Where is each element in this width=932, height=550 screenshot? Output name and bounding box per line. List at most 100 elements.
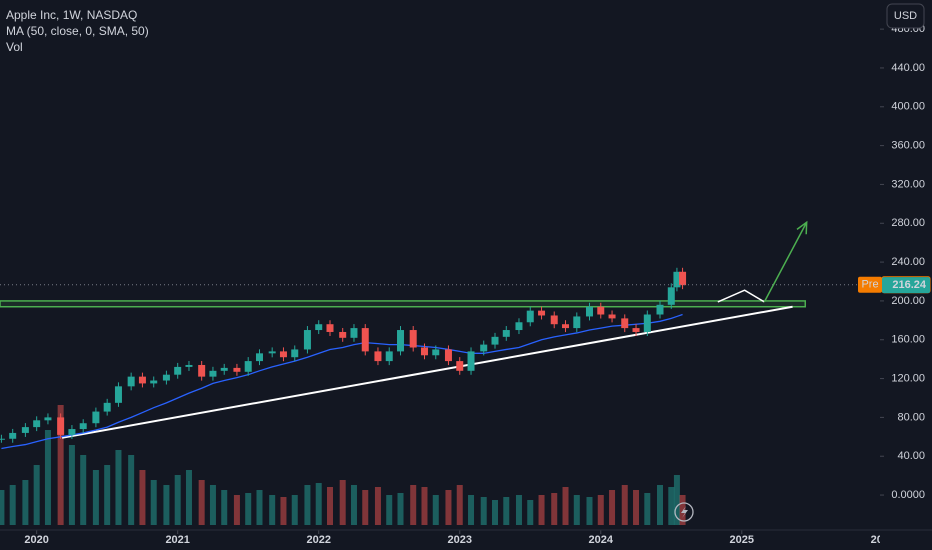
last-price-box <box>882 277 930 294</box>
volume-bar <box>57 405 64 525</box>
volume-bar <box>128 455 135 525</box>
candle <box>21 427 29 433</box>
volume-bar <box>22 480 29 525</box>
volume-bar <box>657 485 663 525</box>
volume-bar <box>609 490 616 525</box>
candle <box>44 417 52 421</box>
candle <box>279 351 287 358</box>
volume-bar <box>68 445 75 525</box>
indicator-label: MA (50, close, 0, SMA, 50) <box>6 24 149 38</box>
arrow <box>763 221 808 303</box>
volume-bar <box>538 495 545 525</box>
candle <box>361 328 369 352</box>
volume-bar <box>315 483 322 525</box>
y-tick-label: 120.00 <box>891 372 925 384</box>
candle <box>57 417 65 435</box>
volume-bar <box>209 485 216 525</box>
candle <box>385 351 393 362</box>
candle <box>138 376 146 384</box>
volume-bar <box>9 485 16 525</box>
volume-bar <box>269 495 276 525</box>
volume-bar <box>386 495 393 525</box>
volume-bar <box>633 490 640 525</box>
volume-bar <box>139 470 146 525</box>
candle <box>268 351 276 354</box>
candle <box>103 402 111 412</box>
volume-bar <box>432 495 439 525</box>
candle <box>608 314 616 319</box>
candle <box>0 438 5 440</box>
premarket-tag <box>858 276 882 293</box>
candle <box>515 322 523 331</box>
candle <box>632 328 640 332</box>
volume-bar <box>0 490 5 525</box>
volume-bar <box>280 497 287 525</box>
indicator-label: Vol <box>6 40 23 54</box>
candle <box>585 306 593 317</box>
volume-bar <box>397 493 404 525</box>
volume-bar <box>362 490 369 525</box>
x-tick-label: 2021 <box>165 534 189 546</box>
volume-bar <box>421 487 428 525</box>
volume-bar <box>644 493 651 525</box>
volume-bar <box>33 465 40 525</box>
candle <box>233 367 241 372</box>
candle <box>679 271 687 286</box>
y-tick-label: 160.00 <box>891 334 925 346</box>
volume-bar <box>339 480 346 525</box>
candle <box>643 314 651 332</box>
candle <box>185 364 193 367</box>
volume-bar <box>291 495 298 525</box>
plot-area: 2020202120222023202420252026 <box>0 220 895 546</box>
candle <box>127 376 135 387</box>
candle <box>326 324 334 332</box>
y-tick-label: 40.00 <box>897 450 925 462</box>
volume-bar <box>515 495 522 525</box>
volume-bar <box>679 495 686 525</box>
volume-bar <box>410 485 417 525</box>
candle <box>303 330 311 350</box>
volume-bar <box>174 475 181 525</box>
volume-bar <box>573 495 580 525</box>
volume-bar <box>104 465 111 525</box>
volume-bar <box>304 485 311 525</box>
y-tick-label: 320.00 <box>891 178 925 190</box>
candle <box>244 361 252 372</box>
candle <box>573 316 581 329</box>
volume-bar <box>350 485 357 525</box>
candle <box>526 310 534 323</box>
candle <box>350 328 358 338</box>
candle <box>597 306 605 315</box>
y-tick-label: 200.00 <box>891 295 925 307</box>
chart-title: Apple Inc, 1W, NASDAQ <box>6 8 137 22</box>
candle <box>150 380 158 384</box>
candle <box>491 336 499 345</box>
volume-bar <box>185 470 192 525</box>
volume-bar <box>468 495 475 525</box>
volume-bar <box>562 487 569 525</box>
y-tick-label: 360.00 <box>891 140 925 152</box>
candle <box>162 374 170 381</box>
volume-bar <box>445 490 452 525</box>
candle <box>456 361 464 371</box>
projection <box>717 289 765 303</box>
candle <box>92 411 100 424</box>
candle <box>621 318 629 329</box>
volume-bar <box>92 470 99 525</box>
y-tick-label: 280.00 <box>891 217 925 229</box>
volume-bar <box>44 430 51 525</box>
ma-line <box>1 313 683 450</box>
arrow-head <box>796 220 808 235</box>
candle <box>550 315 558 325</box>
currency-button[interactable] <box>886 3 925 29</box>
candle <box>538 310 546 316</box>
volume-bar <box>480 497 487 525</box>
volume-bar <box>527 500 534 525</box>
events-icon[interactable] <box>674 502 694 522</box>
volume-bar <box>456 485 463 525</box>
candle <box>397 330 405 352</box>
candle <box>114 386 122 403</box>
volume-bar <box>163 485 170 525</box>
candle <box>255 353 263 362</box>
